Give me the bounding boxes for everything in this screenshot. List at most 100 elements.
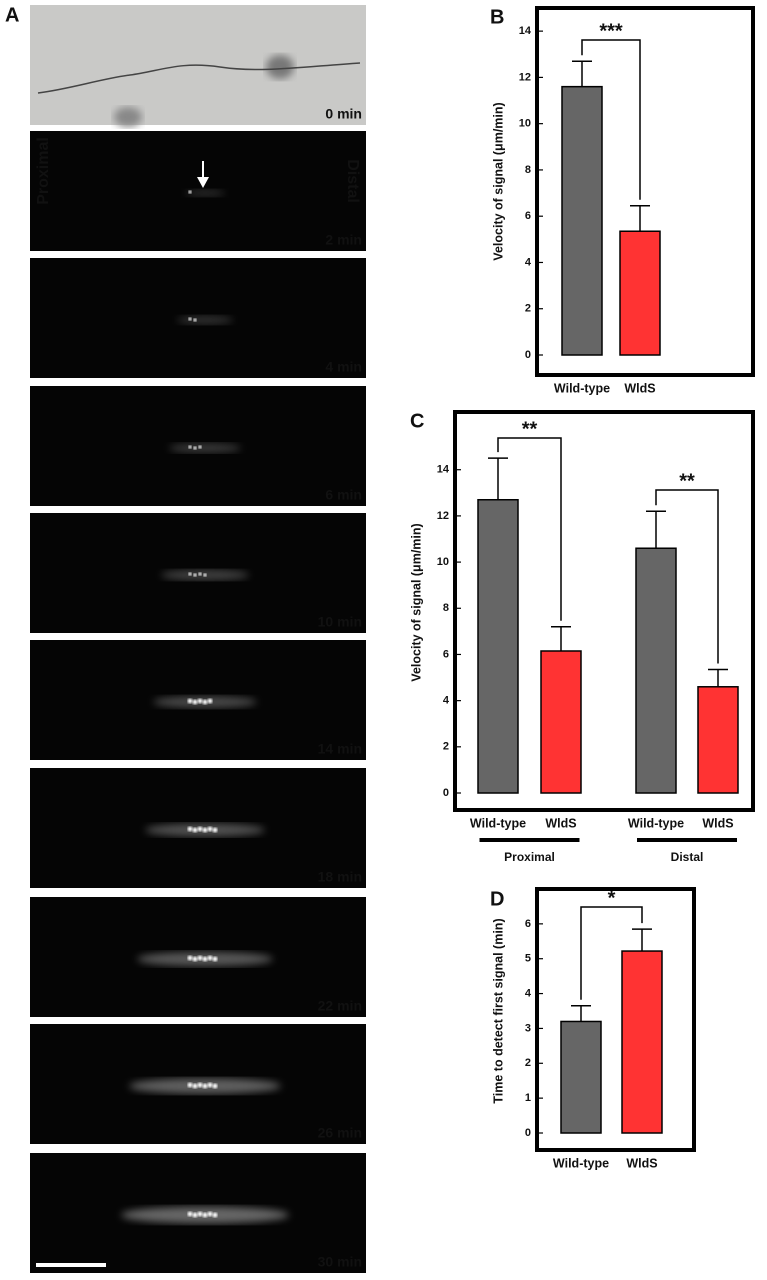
panel-label: B (490, 6, 504, 28)
spot (212, 827, 218, 833)
spot (203, 573, 207, 577)
error-bar (488, 457, 508, 500)
image-frame (30, 1024, 366, 1144)
y-tick-label: 4 (443, 695, 450, 707)
spot (187, 1082, 193, 1088)
x-tick-label: WldS (624, 381, 655, 395)
x-tick-label: Wild-type (553, 1156, 609, 1170)
time-label: 18 min (318, 869, 362, 885)
panel-label: C (410, 410, 424, 432)
glow (185, 189, 225, 197)
spot (192, 699, 198, 705)
y-tick-label: 6 (525, 210, 531, 222)
time-label: 0 min (325, 106, 362, 122)
spot (193, 573, 197, 577)
spot (192, 956, 198, 962)
spot (202, 1083, 208, 1089)
spot (207, 698, 213, 704)
bar (540, 650, 582, 794)
y-tick-label: 4 (525, 256, 532, 268)
spot (192, 1083, 198, 1089)
image-frame (30, 897, 366, 1017)
glow (169, 443, 241, 453)
y-tick-label: 2 (443, 741, 449, 753)
y-tick-label: 0 (443, 787, 449, 799)
spot (188, 572, 192, 576)
time-label: 22 min (318, 998, 362, 1014)
spot (193, 318, 197, 322)
significance-label: ** (679, 470, 695, 492)
image-frame (30, 513, 366, 633)
y-axis-label: Time to detect first signal (min) (491, 918, 505, 1103)
proximal-label: Proximal (35, 137, 52, 205)
group-label: Distal (671, 850, 704, 864)
image-frame (30, 131, 366, 251)
spot (187, 1211, 193, 1217)
spot (197, 698, 203, 704)
bar (619, 230, 661, 356)
y-tick-label: 6 (525, 918, 531, 930)
spot (202, 699, 208, 705)
error-bar (572, 60, 592, 87)
spot (187, 826, 193, 832)
time-label: 30 min (318, 1254, 362, 1270)
y-tick-label: 4 (525, 987, 532, 999)
spot (207, 1211, 213, 1217)
panel-label: D (490, 888, 504, 910)
error-bar (646, 510, 666, 549)
spot (207, 826, 213, 832)
significance-bracket (580, 906, 643, 1000)
x-tick-label: Wild-type (554, 381, 610, 395)
spot (197, 1211, 203, 1217)
bar (477, 498, 519, 794)
spot (197, 955, 203, 961)
glow (177, 315, 233, 325)
y-tick-label: 14 (519, 25, 532, 37)
time-label: 26 min (318, 1125, 362, 1141)
spot (197, 1082, 203, 1088)
spot (192, 827, 198, 833)
y-tick-label: 8 (443, 602, 449, 614)
y-tick-label: 0 (525, 349, 531, 361)
y-tick-label: 2 (525, 1057, 531, 1069)
image-frame (30, 386, 366, 506)
error-bar (551, 625, 571, 651)
spot (212, 956, 218, 962)
plot-frame (535, 887, 696, 1152)
y-tick-label: 14 (437, 464, 450, 476)
image-frame (30, 1153, 366, 1273)
spot (198, 572, 202, 576)
bar (697, 686, 739, 794)
bar (560, 1020, 602, 1134)
significance-label: ** (522, 418, 538, 440)
bar (561, 85, 603, 356)
time-label: 10 min (318, 614, 362, 630)
error-bar (630, 205, 650, 232)
time-label: 6 min (325, 487, 362, 503)
spot (192, 1212, 198, 1218)
spot (212, 1212, 218, 1218)
y-tick-label: 1 (525, 1092, 531, 1104)
y-tick-label: 12 (437, 510, 449, 522)
spot (202, 827, 208, 833)
significance-label: *** (599, 20, 623, 42)
significance-bracket (497, 437, 562, 621)
error-bar (571, 1005, 591, 1022)
image-frame (30, 640, 366, 760)
time-label: 14 min (318, 741, 362, 757)
y-tick-label: 10 (519, 118, 531, 130)
spot (193, 446, 197, 450)
x-tick-label: WldS (545, 816, 576, 830)
spot (188, 190, 192, 194)
spot (197, 826, 203, 832)
spot (202, 956, 208, 962)
y-tick-label: 0 (525, 1127, 531, 1139)
significance-label: * (608, 887, 616, 909)
time-label: 2 min (325, 232, 362, 248)
y-axis-label: Velocity of signal (μm/min) (409, 523, 423, 681)
image-frame (30, 768, 366, 888)
x-tick-label: WldS (626, 1156, 657, 1170)
shadow (266, 55, 294, 79)
spot (187, 698, 193, 704)
